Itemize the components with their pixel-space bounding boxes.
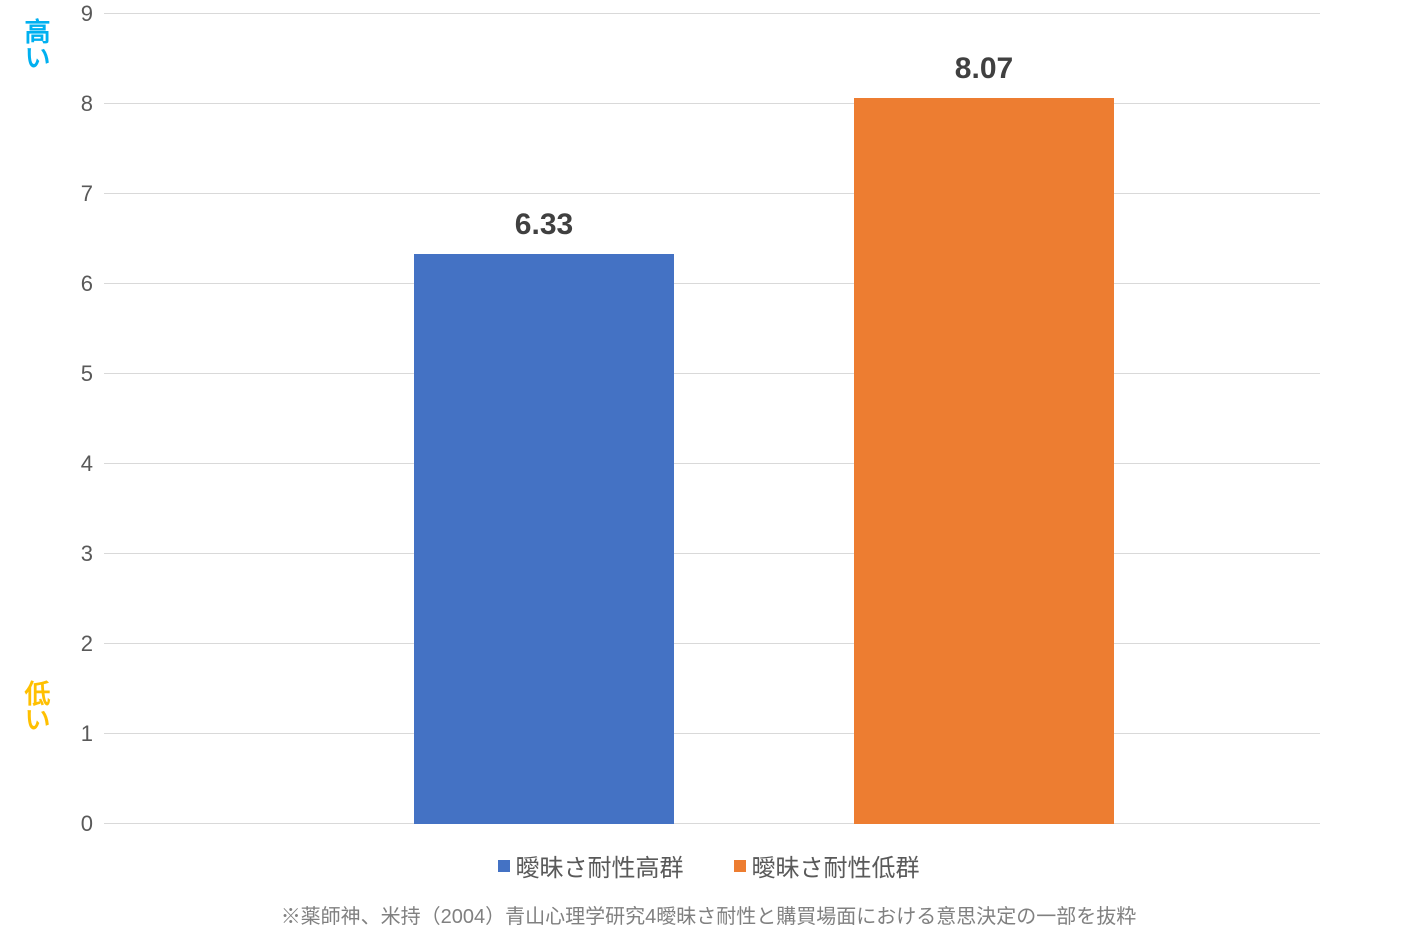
ytick-label: 1 — [33, 721, 93, 747]
legend-swatch — [734, 860, 746, 872]
ytick-label: 5 — [33, 361, 93, 387]
gridline — [104, 373, 1320, 374]
ytick-label: 0 — [33, 811, 93, 837]
gridline — [104, 463, 1320, 464]
legend: 曖昧さ耐性高群 曖昧さ耐性低群 — [0, 848, 1417, 883]
ytick-label: 9 — [33, 1, 93, 27]
data-label: 6.33 — [515, 208, 573, 242]
ytick-label: 2 — [33, 631, 93, 657]
footnote: ※薬師神、米持（2004）青山心理学研究4曖昧さ耐性と購買場面における意思決定の… — [0, 900, 1417, 929]
gridline — [104, 193, 1320, 194]
data-label: 8.07 — [955, 52, 1013, 86]
ytick-label: 7 — [33, 181, 93, 207]
gridline — [104, 13, 1320, 14]
gridline — [104, 103, 1320, 104]
gridline — [104, 553, 1320, 554]
legend-label: 曖昧さ耐性高群 — [516, 848, 684, 883]
legend-label: 曖昧さ耐性低群 — [752, 848, 920, 883]
ytick-label: 3 — [33, 541, 93, 567]
legend-swatch — [498, 860, 510, 872]
gridline — [104, 733, 1320, 734]
gridline — [104, 283, 1320, 284]
ytick-label: 8 — [33, 91, 93, 117]
legend-item-low-tolerance: 曖昧さ耐性低群 — [734, 848, 920, 883]
legend-item-high-tolerance: 曖昧さ耐性高群 — [498, 848, 684, 883]
ytick-label: 4 — [33, 451, 93, 477]
bar — [854, 98, 1114, 824]
gridline — [104, 643, 1320, 644]
chart-plot-area: 6.33 8.07 — [104, 14, 1320, 824]
gridline — [104, 823, 1320, 824]
bar — [414, 254, 674, 824]
ytick-label: 6 — [33, 271, 93, 297]
